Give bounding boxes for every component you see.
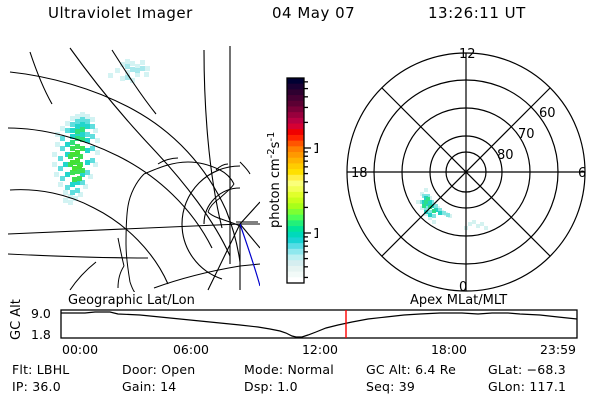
colorbar-band xyxy=(287,203,304,210)
observation-time: 13:26:11 UT xyxy=(428,4,526,22)
colorbar-band xyxy=(287,134,304,142)
timeline-xtick-0000: 00:00 xyxy=(62,342,98,357)
status-glat: GLat: −68.3 xyxy=(488,362,566,377)
status-glon: GLon: 117.1 xyxy=(488,379,567,394)
status-gc-alt: GC Alt: 6.4 Re xyxy=(366,362,456,377)
colorbar-band xyxy=(287,231,304,239)
status-footer: Flt: LBHL Door: Open Mode: Normal GC Alt… xyxy=(0,362,600,400)
colorbar-band xyxy=(287,254,304,261)
colorbar-band xyxy=(287,191,304,199)
timeline-title-left: Geographic Lat/Lon xyxy=(68,293,195,308)
geo-graticule xyxy=(8,46,260,291)
colorbar-gradient xyxy=(286,77,305,284)
colorbar-band xyxy=(287,117,304,125)
colorbar-band xyxy=(287,208,304,216)
timeline-xtick-1200: 12:00 xyxy=(302,342,338,357)
status-row-1: Flt: LBHL Door: Open Mode: Normal GC Alt… xyxy=(0,362,600,380)
colorbar-band xyxy=(287,89,304,96)
timeline-xtick-1800: 18:00 xyxy=(431,342,467,357)
colorbar-band xyxy=(287,220,304,227)
timeline-ytick-top: 9.0 xyxy=(31,306,51,321)
colorbar-band xyxy=(287,265,304,273)
apex-dial-grid xyxy=(346,52,586,292)
colorbar-band xyxy=(287,106,304,113)
colorbar-band xyxy=(287,112,304,119)
colorbar-axis-title: photon cm-2s-1 xyxy=(266,132,283,228)
colorbar-tick-label-100: 100 xyxy=(313,142,318,157)
colorbar-band xyxy=(287,157,304,165)
apex-plot[interactable]: 12 6 0 18 60 70 80 xyxy=(338,44,596,294)
timeline-xtick-0600: 06:00 xyxy=(173,342,209,357)
mlt-label-18: 18 xyxy=(351,166,368,181)
header-bar: Ultraviolet Imager 04 May 07 13:26:11 UT xyxy=(0,4,600,28)
status-dsp: Dsp: 1.0 xyxy=(244,379,298,394)
colorbar-band xyxy=(287,152,304,159)
colorbar-ticks xyxy=(304,81,311,279)
mlat-label-80: 80 xyxy=(497,148,514,163)
colorbar-tick-labels: 100 10 xyxy=(313,142,318,242)
timeline-plot-box xyxy=(60,309,578,339)
geo-terminator-line xyxy=(239,223,260,287)
colorbar-band xyxy=(287,260,304,267)
colorbar-band xyxy=(287,197,304,204)
apex-mlt-labels: 12 6 0 18 xyxy=(351,47,586,294)
timeline-panel[interactable]: GC Alt 9.0 1.8 Geographic Lat/Lon Apex M… xyxy=(0,292,600,362)
svg-text:photon cm-2s-1: photon cm-2s-1 xyxy=(266,132,283,228)
mlt-label-0: 0 xyxy=(459,280,467,294)
colorbar-band xyxy=(287,140,304,147)
status-door: Door: Open xyxy=(122,362,196,377)
colorbar-band xyxy=(287,237,304,244)
status-flt: Flt: LBHL xyxy=(12,362,70,377)
timeline-altitude-trace xyxy=(61,311,578,338)
colorbar-band xyxy=(287,226,304,233)
colorbar-band xyxy=(287,243,304,250)
colorbar-band xyxy=(287,123,304,130)
colorbar-band xyxy=(287,95,304,102)
status-ip: IP: 36.0 xyxy=(12,379,61,394)
status-row-2: IP: 36.0 Gain: 14 Dsp: 1.0 Seq: 39 GLon:… xyxy=(0,379,600,397)
mlt-label-6: 6 xyxy=(578,166,586,181)
colorbar-band xyxy=(287,174,304,182)
colorbar-band xyxy=(287,129,304,136)
colorbar-band xyxy=(287,78,304,85)
timeline-y-axis-label: GC Alt xyxy=(9,299,24,340)
colorbar-band xyxy=(287,146,304,153)
timeline-title-right: Apex MLat/MLT xyxy=(410,293,507,308)
geographic-plot[interactable] xyxy=(8,42,260,292)
colorbar-band xyxy=(287,83,304,90)
observation-date: 04 May 07 xyxy=(272,4,356,22)
colorbar-band xyxy=(287,248,304,256)
timeline-ytick-bottom: 1.8 xyxy=(31,327,51,342)
status-mode: Mode: Normal xyxy=(244,362,334,377)
colorbar-band xyxy=(287,214,304,221)
mlt-label-12: 12 xyxy=(459,47,476,62)
timeline-xtick-2359: 23:59 xyxy=(540,342,576,357)
apex-mlat-labels: 60 70 80 xyxy=(497,106,556,163)
apex-aurora-emission xyxy=(416,188,488,230)
colorbar-tick-label-10: 10 xyxy=(313,227,318,242)
status-gain: Gain: 14 xyxy=(122,379,177,394)
status-seq: Seq: 39 xyxy=(366,379,416,394)
instrument-title: Ultraviolet Imager xyxy=(48,4,193,22)
colorbar-band xyxy=(287,169,304,176)
geo-coastline xyxy=(117,157,258,292)
colorbar-band xyxy=(287,186,304,193)
colorbar-band xyxy=(287,180,304,187)
timeline-x-tick-labels: 00:00 06:00 12:00 18:00 23:59 xyxy=(62,342,576,357)
colorbar-band xyxy=(287,163,304,170)
colorbar-band xyxy=(287,100,304,108)
colorbar[interactable]: photon cm-2s-1 100 10 xyxy=(262,60,318,296)
colorbar-band xyxy=(287,271,304,278)
geo-aurora-emission xyxy=(52,59,150,205)
colorbar-band xyxy=(287,277,304,284)
mlat-label-60: 60 xyxy=(539,106,556,121)
mlat-label-70: 70 xyxy=(518,127,535,142)
